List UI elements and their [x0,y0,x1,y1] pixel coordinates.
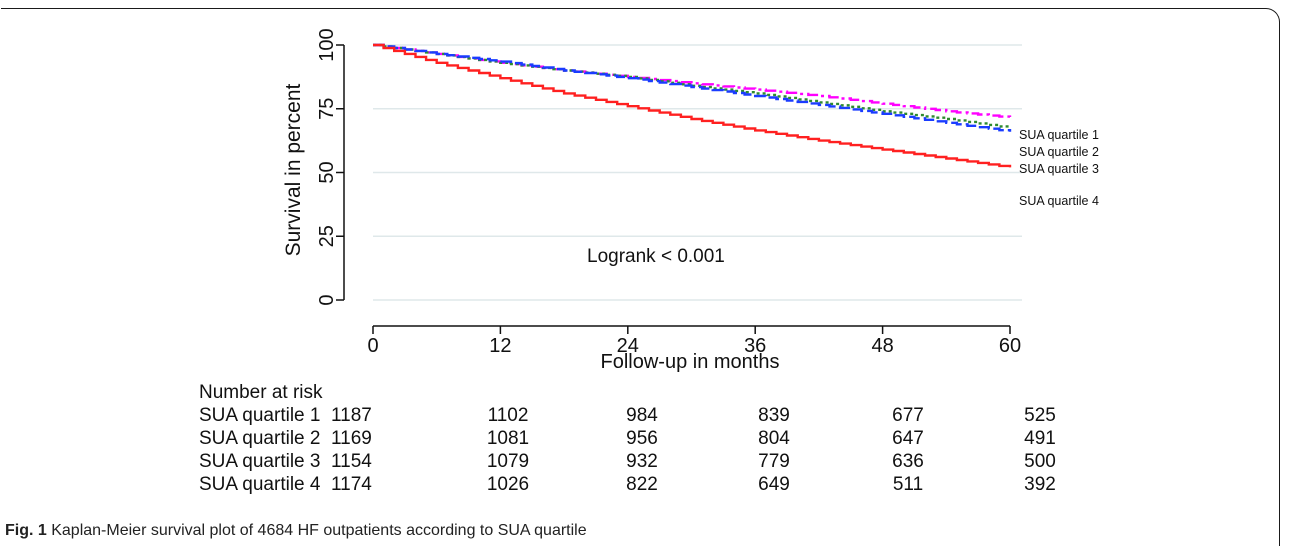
risk-value: 804 [758,428,790,449]
series-lines [373,43,1012,168]
risk-value: 1026 [486,474,530,495]
y-tick-label: 0 [316,294,338,305]
caption-label: Fig. 1 [5,522,47,539]
risk-row-label: SUA quartile 1 [199,405,321,426]
risk-row: SUA quartile 4 1174 1026 822 649 511 392 [0,474,1100,496]
series-label-3: SUA quartile 3 [1019,162,1099,176]
risk-value: 1154 [331,451,372,472]
risk-value: 647 [892,428,924,449]
risk-value: 525 [1024,405,1056,426]
y-axis-label: Survival in percent [282,83,305,256]
risk-value: 677 [892,405,924,426]
y-tick-label: 75 [316,98,338,120]
risk-value: 984 [626,405,658,426]
risk-row-label: SUA quartile 4 [199,474,321,495]
series-label-4: SUA quartile 4 [1019,194,1099,208]
x-tick-label: 12 [489,335,511,357]
x-tick-label: 60 [999,335,1021,357]
risk-value: 500 [1024,451,1056,472]
y-tick-label: 100 [316,28,338,61]
risk-value: 1081 [486,428,530,449]
risk-value: 511 [892,474,924,495]
series-label-1: SUA quartile 1 [1019,128,1099,142]
risk-value: 1079 [486,451,530,472]
risk-value: 636 [892,451,924,472]
x-tick-label: 24 [617,335,639,357]
risk-value: 392 [1024,474,1056,495]
x-tick-label: 48 [871,335,893,357]
series-label-2: SUA quartile 2 [1019,145,1099,159]
axes: 0 25 50 75 100 0 12 24 36 48 60 [316,28,1021,357]
risk-value: 1174 [331,474,372,495]
risk-value: 932 [626,451,658,472]
x-tick-label: 36 [744,335,766,357]
x-tick-label: 0 [367,335,378,357]
risk-value: 822 [626,474,658,495]
risk-value: 1169 [331,428,372,449]
risk-row: SUA quartile 1 1187 1102 984 839 677 525 [0,405,1100,427]
risk-table-title: Number at risk [199,382,323,403]
risk-row-label: SUA quartile 2 [199,428,321,449]
y-tick-label: 25 [316,225,338,247]
series-line-3 [373,43,1012,132]
y-tick-label: 50 [316,161,338,183]
series-line-4 [373,43,1012,168]
risk-value: 779 [758,451,790,472]
logrank-annotation: Logrank < 0.001 [587,246,725,267]
risk-row-label: SUA quartile 3 [199,451,321,472]
risk-value: 649 [758,474,790,495]
caption-text: Kaplan-Meier survival plot of 4684 HF ou… [51,522,587,539]
figure-frame [1,8,1280,546]
risk-value: 956 [626,428,658,449]
risk-row: SUA quartile 2 1169 1081 956 804 647 491 [0,428,1100,450]
series-labels: SUA quartile 1 SUA quartile 2 SUA quartile… [1019,128,1099,208]
risk-row: SUA quartile 3 1154 1079 932 779 636 500 [0,451,1100,473]
x-axis-label: Follow-up in months [601,351,780,373]
risk-value: 1187 [331,405,372,426]
risk-value: 839 [758,405,790,426]
figure-caption: Fig. 1 Kaplan-Meier survival plot of 468… [5,522,587,540]
risk-value: 491 [1024,428,1056,449]
gridlines [373,44,1022,301]
risk-value: 1102 [487,405,529,426]
